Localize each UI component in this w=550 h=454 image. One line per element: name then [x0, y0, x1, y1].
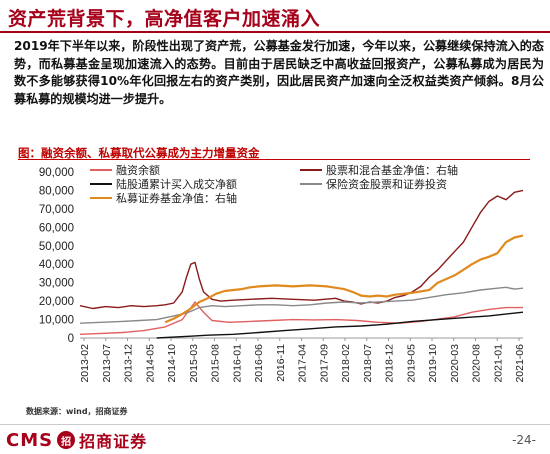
logo-cn-text: 招商证券: [79, 432, 148, 451]
legend-label-2: 股票和混合基金净值：右轴: [326, 163, 458, 177]
y-tick-label: 70,000: [39, 204, 74, 216]
x-tick-label: 2019-10: [427, 344, 439, 383]
y-tick-label: 80,000: [39, 185, 74, 197]
x-tick-label: 2014-05: [144, 344, 156, 383]
series-line-3: [156, 311, 524, 339]
x-tick-label: 2016-01: [231, 344, 243, 383]
x-tick-label: 2021-06: [514, 344, 526, 383]
x-tick-label: 2016-06: [253, 344, 265, 383]
x-tick-label: 2020-08: [471, 344, 483, 383]
body-paragraph: 2019年下半年以来，阶段性出现了资产荒，公募基金发行加速，今年以来，公募继续保…: [14, 39, 544, 106]
legend-label-3: 陆股通累计买入成交净额: [116, 177, 237, 191]
x-tick-label: 2019-05: [405, 344, 417, 383]
x-tick-label: 2016-11: [275, 344, 287, 382]
chart-title: 图：融资余额、私募取代公募成为主力增量资金: [18, 146, 260, 160]
x-tick-label: 2018-02: [340, 344, 352, 383]
x-tick-label: 2015-03: [188, 344, 200, 383]
x-tick-label: 2013-02: [79, 344, 91, 383]
y-tick-label: 50,000: [39, 241, 74, 253]
x-tick-label: 2013-07: [101, 344, 113, 383]
x-tick-label: 2020-03: [449, 344, 461, 383]
x-tick-label: 2018-12: [384, 344, 396, 383]
x-tick-label: 2017-09: [318, 344, 330, 383]
title-divider: [0, 31, 550, 33]
logo-mark-icon: 招: [57, 431, 76, 449]
y-tick-label: 60,000: [39, 222, 74, 234]
x-tick-label: 2017-04: [297, 344, 309, 383]
x-tick-label: 2013-12: [123, 344, 135, 383]
line-chart: 0 10,000 20,000 30,000 40,000 50,000 60,000 70,…: [39, 163, 526, 383]
y-tick-label: 30,000: [39, 278, 74, 290]
series-line-2: [79, 189, 524, 310]
page-number: -24-: [512, 433, 536, 447]
series-line-5: [164, 234, 524, 324]
x-tick-label: 2018-07: [362, 344, 374, 383]
y-tick-label: 40,000: [39, 259, 74, 271]
legend-label-5: 私募证券基金净值：右轴: [116, 191, 237, 205]
y-tick-label: 0: [68, 333, 74, 345]
logo-cms-text: CMS: [6, 429, 54, 451]
data-source: 数据来源：wind，招商证券: [26, 407, 128, 416]
footer-divider: [0, 424, 550, 425]
chart-title-divider: [18, 159, 530, 160]
y-tick-label: 90,000: [39, 167, 74, 179]
company-logo: CMS 招 招商证券: [6, 428, 147, 452]
legend-label-4: 保险资金股票和证券投资: [326, 177, 447, 191]
x-tick-label: 2021-01: [492, 344, 504, 383]
series-line-4: [79, 286, 524, 324]
y-tick-label: 10,000: [39, 315, 74, 327]
x-tick-label: 2015-08: [210, 344, 222, 383]
legend-label-1: 融资余额: [116, 163, 160, 177]
x-tick-label: 2014-10: [166, 344, 178, 383]
y-tick-label: 20,000: [39, 296, 74, 308]
page-title: 资产荒背景下，高净值客户加速涌入: [8, 8, 321, 30]
series-line-1: [79, 301, 523, 335]
